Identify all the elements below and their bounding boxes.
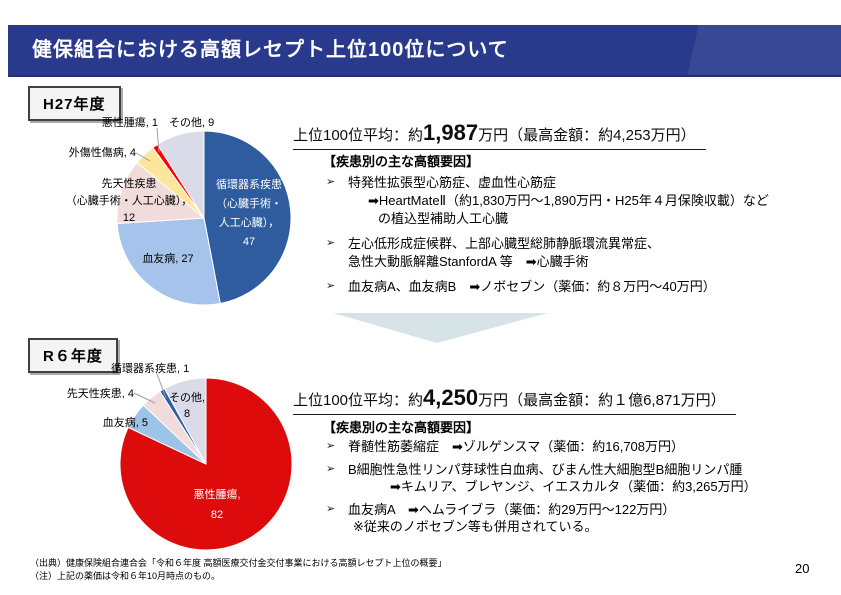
leader-line-circulatory-r6	[156, 373, 167, 399]
bullet-item: ➢ 血友病A、血友病B ➡ノボセブン（薬価：約８万円～40万円）	[326, 278, 831, 296]
pie-label-hemophilia-h27: 血友病, 27	[142, 253, 194, 265]
leader-line-malignant-h27	[156, 127, 160, 153]
headline-prefix-h27: 上位100位平均：約	[293, 127, 424, 144]
factors-title-h27: 【疾患別の主な高額要因】	[323, 154, 480, 169]
bullet-line: 血友病A、血友病B ➡ノボセブン（薬価：約８万円～40万円）	[348, 279, 716, 294]
pie-label-trauma-h27: 外傷性傷病, 4	[68, 147, 136, 159]
pie-label-circulatory-r6: 循環器系疾患, 1	[111, 363, 190, 375]
pie-slice-血友病	[116, 217, 221, 306]
title-bar: 健保組合における高額レセプト上位100位について	[8, 25, 841, 77]
arrowhead-bullet-icon: ➢	[326, 440, 336, 452]
source-note: （出典）健康保険組合連合会「令和６年度 高額医療交付金交付事業における高額レセプ…	[30, 558, 447, 568]
year-badge-h27: H27年度	[28, 86, 121, 121]
bullet-line: 左心低形成症候群、上部心臓型総肺静脈環流異常症、	[348, 236, 661, 251]
bullet-line: B細胞性急性リンパ芽球性白血病、びまん性大細胞型B細胞リンパ腫	[348, 462, 743, 477]
bullet-item: ➢ 血友病A ➡ヘムライブラ（薬価：約29万円～122万円） ※従来のノボセブン…	[326, 501, 831, 535]
bullet-line: ➡HeartMateⅡ（約1,830万円～1,890万円・H25年４月保険収載）…	[368, 193, 769, 208]
headline-suffix-h27: 万円（最高金額：約4,253万円）	[478, 127, 696, 144]
bullet-list-r6: ➢ 脊髄性筋萎縮症 ➡ゾルゲンスマ（薬価：約16,708万円） ➢ B細胞性急性…	[326, 438, 831, 541]
pie-slice-循環器系疾患（心臓手術・人工心臓）	[203, 130, 292, 304]
pie-slice-悪性腫瘍	[119, 377, 293, 551]
bullet-line: 血友病A ➡ヘムライブラ（薬価：約29万円～122万円）	[348, 502, 676, 517]
arrowhead-bullet-icon: ➢	[326, 503, 336, 515]
pie-label-other-r6: その他, 8	[168, 392, 206, 420]
bullet-item: ➢ 特発性拡張型心筋症、虚血性心筋症 ➡HeartMateⅡ（約1,830万円～…	[326, 174, 831, 228]
headline-r6: 上位100位平均：約4,250万円（最高金額：約１億6,871万円）	[293, 385, 736, 415]
leader-line-trauma-h27	[135, 152, 151, 162]
bullet-line: 脊髄性筋萎縮症 ➡ゾルゲンスマ（薬価：約16,708万円）	[348, 439, 685, 454]
arrowhead-bullet-icon: ➢	[326, 280, 336, 292]
headline-prefix-r6: 上位100位平均：約	[293, 392, 424, 409]
bullet-line: の植込型補助人工心臓	[378, 211, 509, 226]
headline-h27: 上位100位平均：約1,987万円（最高金額：約4,253万円）	[293, 120, 706, 150]
headline-suffix-r6: 万円（最高金額：約１億6,871万円）	[478, 392, 726, 409]
factors-title-r6: 【疾患別の主な高額要因】	[323, 420, 480, 435]
footer: （出典）健康保険組合連合会「令和６年度 高額医療交付金交付事業における高額レセプ…	[30, 557, 447, 583]
headline-value-h27: 1,987	[423, 120, 479, 145]
pie-slice-その他	[164, 377, 207, 465]
pie-label-hemophilia-r6: 血友病, 5	[102, 417, 148, 429]
page-title: 健保組合における高額レセプト上位100位について	[32, 39, 509, 61]
down-arrow	[333, 313, 548, 343]
headline-value-r6: 4,250	[423, 385, 479, 410]
pie-chart-r6	[119, 373, 293, 551]
bullet-item: ➢ B細胞性急性リンパ芽球性白血病、びまん性大細胞型B細胞リンパ腫 ➡キムリア、…	[326, 461, 831, 495]
pie-chart-h27	[116, 127, 292, 306]
year-badge-r6: R６年度	[28, 338, 118, 373]
bullet-item: ➢ 左心低形成症候群、上部心臓型総肺静脈環流異常症、 急性大動脈解離Stanfo…	[326, 235, 831, 271]
arrowhead-bullet-icon: ➢	[326, 237, 336, 249]
bullet-line: 特発性拡張型心筋症、虚血性心筋症	[348, 175, 557, 190]
bullet-item: ➢ 脊髄性筋萎縮症 ➡ゾルゲンスマ（薬価：約16,708万円）	[326, 438, 831, 455]
bullet-line: 急性大動脈解離StanfordA 等 ➡心臓手術	[348, 254, 589, 269]
bullet-line: ※従来のノボセブン等も併用されている。	[353, 519, 598, 534]
leader-line-congenital-r6	[133, 392, 156, 404]
pie-label-malignant-h27: 悪性腫瘍, 1	[101, 117, 158, 129]
pie-slice-先天性疾患（心臓手術・人工心臓）	[116, 162, 205, 224]
down-arrow-shape	[333, 313, 548, 343]
bullet-line: ➡キムリア、ブレヤンジ、イエスカルタ（薬価：約3,265万円）	[390, 479, 757, 494]
pie-label-circulatory-h27: 循環器系疾患 （心臓手術・ 人工心臓）， 47	[216, 179, 282, 248]
pie-label-congenital-h27: 先天性疾患 （心臓手術・人工心臓）， 12	[65, 178, 193, 224]
remark-note: （注）上記の薬価は令和６年10月時点のもの。	[30, 571, 221, 581]
bullet-list-h27: ➢ 特発性拡張型心筋症、虚血性心筋症 ➡HeartMateⅡ（約1,830万円～…	[326, 174, 831, 303]
pie-slice-その他	[156, 130, 205, 219]
arrowhead-bullet-icon: ➢	[326, 463, 336, 475]
pie-label-malignant-r6: 悪性腫瘍, 82	[193, 489, 241, 521]
arrowhead-bullet-icon: ➢	[326, 176, 336, 188]
pie-label-other-h27: その他, 9	[169, 117, 215, 129]
pie-label-congenital-r6: 先天性疾患, 4	[66, 388, 134, 400]
page-number: 20	[795, 561, 810, 576]
